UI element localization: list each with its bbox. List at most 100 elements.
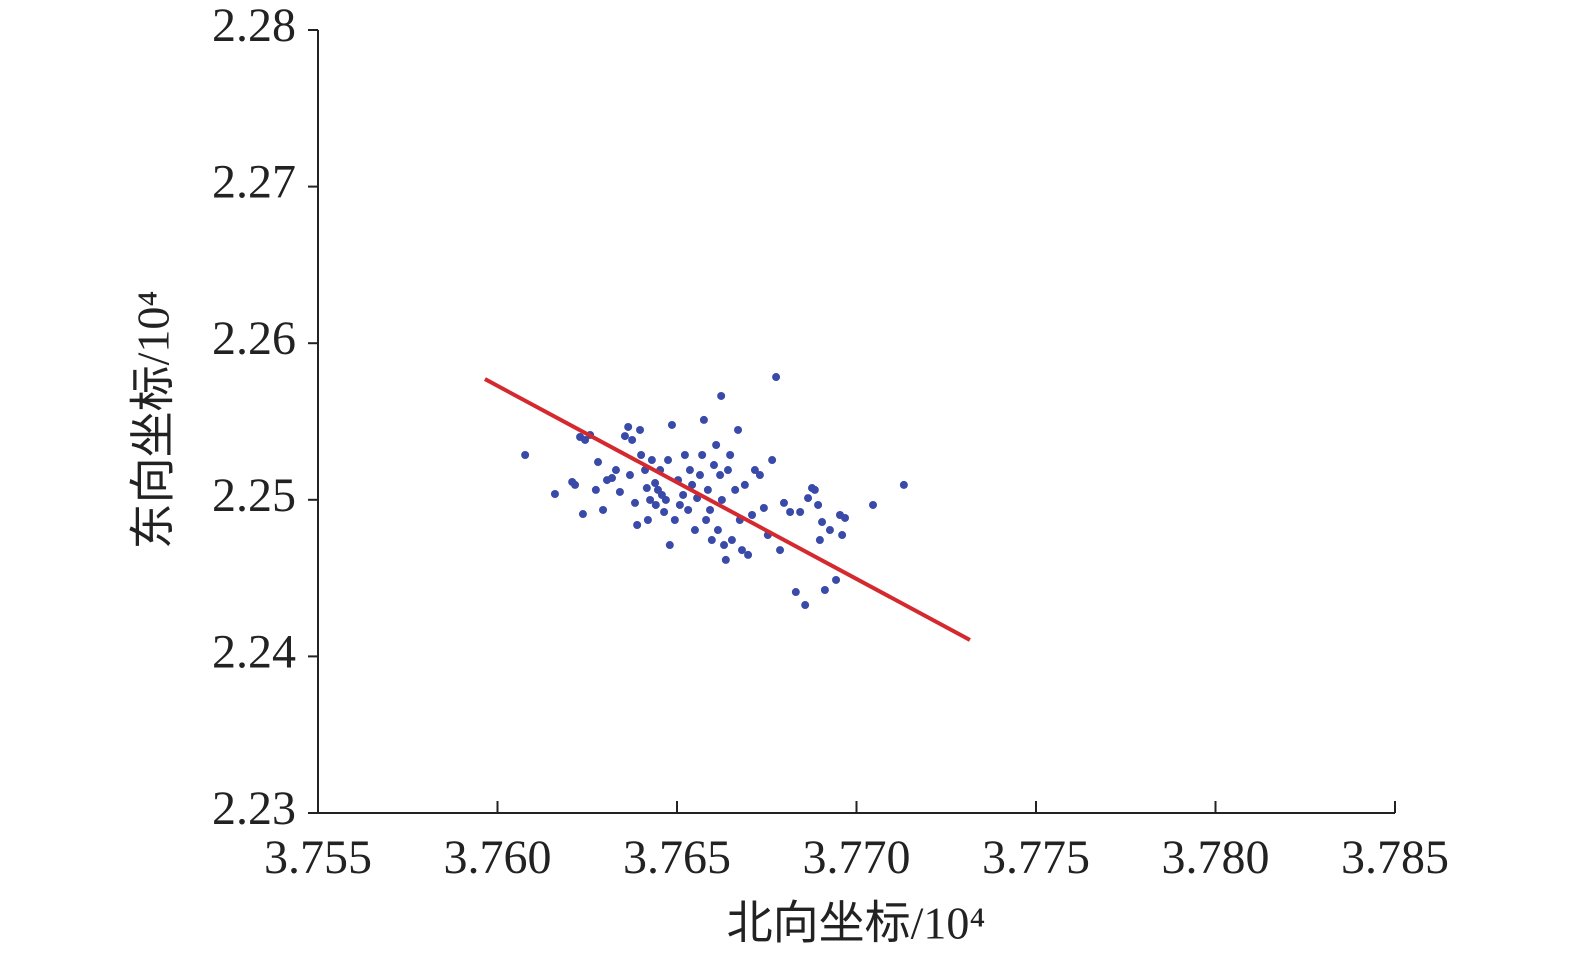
scatter-point xyxy=(744,550,753,559)
x-axis-title: 北向坐标/10⁴ xyxy=(727,898,986,949)
scatter-point xyxy=(591,485,600,494)
scatter-point xyxy=(804,494,813,503)
scatter-point xyxy=(838,531,847,540)
scatter-point xyxy=(731,485,740,494)
y-axis-title: 东向坐标/10⁴ xyxy=(128,291,179,550)
scatter-point xyxy=(706,505,715,514)
scatter-point xyxy=(608,474,617,483)
scatter-point xyxy=(665,541,674,550)
scatter-point xyxy=(667,420,676,429)
y-tick-label: 2.24 xyxy=(212,625,296,678)
y-tick-label: 2.27 xyxy=(212,156,296,209)
y-tick-label: 2.28 xyxy=(212,0,296,52)
scatter-point xyxy=(637,451,646,460)
scatter-point xyxy=(571,480,580,489)
scatter-point xyxy=(740,480,749,489)
y-tick-label: 2.25 xyxy=(212,469,296,522)
scatter-point xyxy=(670,516,679,525)
x-tick-label: 3.770 xyxy=(803,831,911,884)
scatter-point xyxy=(703,485,712,494)
scatter-point xyxy=(628,435,637,444)
scatter-point xyxy=(820,586,829,595)
scatter-point xyxy=(723,466,732,475)
scatter-point xyxy=(814,500,823,509)
scatter-point xyxy=(801,601,810,610)
x-tick-label: 3.785 xyxy=(1341,831,1449,884)
scatter-point xyxy=(581,435,590,444)
scatter-point xyxy=(624,422,633,431)
scatter-point xyxy=(643,516,652,525)
scatter-point xyxy=(521,451,530,460)
scatter-point xyxy=(611,466,620,475)
scatter-point xyxy=(642,484,651,493)
scatter-point xyxy=(772,373,781,382)
scatter-point xyxy=(713,526,722,535)
y-tick-label: 2.23 xyxy=(212,782,296,835)
scatter-point xyxy=(661,495,670,504)
scatter-point xyxy=(832,575,841,584)
scatter-point xyxy=(791,588,800,597)
x-tick-label: 3.755 xyxy=(264,831,372,884)
scatter-point xyxy=(651,500,660,509)
scatter-point xyxy=(680,451,689,460)
scatter-point xyxy=(707,536,716,545)
scatter-point xyxy=(646,495,655,504)
scatter-point xyxy=(779,498,788,507)
scatter-point xyxy=(768,456,777,465)
scatter-point xyxy=(684,505,693,514)
scatter-point xyxy=(675,500,684,509)
scatter-point xyxy=(786,508,795,517)
scatter-point xyxy=(664,456,673,465)
fit-line xyxy=(483,377,971,642)
scatter-point xyxy=(810,485,819,494)
scatter-point xyxy=(716,471,725,480)
scatter-point xyxy=(699,415,708,424)
scatter-point xyxy=(734,425,743,434)
scatter-point xyxy=(625,471,634,480)
scatter-point xyxy=(647,456,656,465)
scatter-point xyxy=(630,498,639,507)
scatter-point xyxy=(796,508,805,517)
scatter-point xyxy=(702,516,711,525)
scatter-point xyxy=(578,510,587,519)
scatter-point xyxy=(776,546,785,555)
scatter-point xyxy=(679,490,688,499)
scatter-point xyxy=(690,526,699,535)
scatter-point xyxy=(721,555,730,564)
scatter-point xyxy=(899,480,908,489)
scatter-point xyxy=(717,495,726,504)
scatter-point xyxy=(818,518,827,527)
scatter-point xyxy=(720,541,729,550)
scatter-point xyxy=(759,503,768,512)
scatter-point xyxy=(748,510,757,519)
scatter-point xyxy=(737,546,746,555)
scatter-point xyxy=(620,432,629,441)
scatter-point xyxy=(636,425,645,434)
scatter-point xyxy=(717,391,726,400)
scatter-point xyxy=(695,471,704,480)
x-tick-label: 3.775 xyxy=(982,831,1090,884)
scatter-point xyxy=(698,451,707,460)
scatter-point xyxy=(825,526,834,535)
scatter-point xyxy=(709,461,718,470)
scatter-point xyxy=(688,480,697,489)
scatter-point xyxy=(633,521,642,530)
x-tick-label: 3.760 xyxy=(444,831,552,884)
scatter-point xyxy=(726,451,735,460)
x-tick-label: 3.765 xyxy=(623,831,731,884)
scatter-point xyxy=(750,466,759,475)
scatter-point xyxy=(727,536,736,545)
scatter-point xyxy=(660,508,669,517)
scatter-point xyxy=(841,513,850,522)
scatter-point xyxy=(755,471,764,480)
x-tick-label: 3.780 xyxy=(1162,831,1270,884)
scatter-point xyxy=(594,458,603,467)
scatter-point xyxy=(651,479,660,488)
scatter-point xyxy=(685,466,694,475)
scatter-point xyxy=(615,487,624,496)
scatter-point xyxy=(599,505,608,514)
scatter-point xyxy=(550,490,559,499)
scatter-point xyxy=(869,500,878,509)
scatter-point xyxy=(712,440,721,449)
